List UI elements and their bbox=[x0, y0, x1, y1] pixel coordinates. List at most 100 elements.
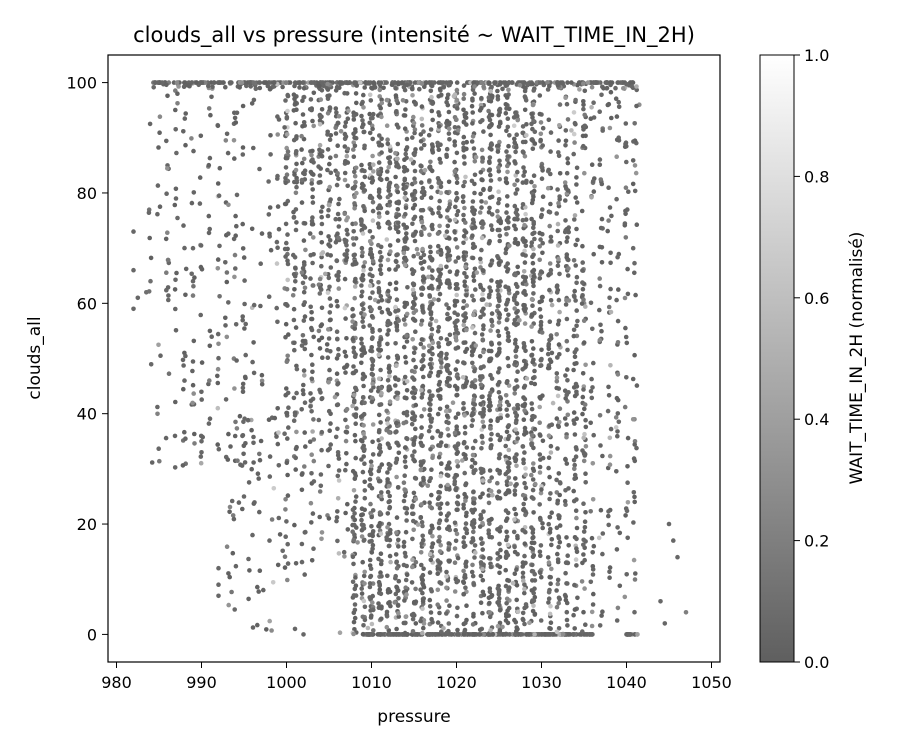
scatter-point bbox=[437, 538, 442, 544]
scatter-point bbox=[580, 560, 585, 566]
scatter-point bbox=[351, 400, 357, 405]
scatter-point bbox=[250, 359, 255, 365]
scatter-point bbox=[504, 407, 510, 413]
scatter-point bbox=[479, 433, 485, 439]
scatter-point bbox=[505, 436, 511, 442]
scatter-point bbox=[470, 110, 476, 115]
scatter-point bbox=[284, 155, 290, 161]
scatter-point bbox=[224, 334, 230, 340]
scatter-point bbox=[572, 361, 577, 367]
scatter-point bbox=[477, 354, 483, 359]
scatter-point bbox=[302, 530, 308, 535]
scatter-point bbox=[386, 155, 391, 161]
scatter-point bbox=[325, 213, 331, 219]
scatter-point bbox=[428, 557, 434, 563]
scatter-point bbox=[464, 293, 469, 298]
scatter-point bbox=[531, 553, 537, 558]
scatter-point bbox=[489, 516, 494, 522]
scatter-point bbox=[359, 253, 365, 259]
scatter-point bbox=[572, 213, 578, 218]
scatter-point bbox=[537, 244, 542, 249]
scatter-point bbox=[461, 148, 467, 153]
scatter-point bbox=[402, 374, 408, 380]
scatter-point bbox=[461, 322, 467, 328]
scatter-point bbox=[276, 515, 282, 521]
scatter-point bbox=[512, 492, 518, 497]
scatter-point bbox=[367, 283, 373, 289]
scatter-point bbox=[571, 333, 577, 339]
scatter-point bbox=[232, 386, 237, 391]
scatter-point bbox=[444, 486, 450, 492]
scatter-point bbox=[589, 609, 595, 615]
scatter-point bbox=[311, 458, 317, 464]
scatter-point bbox=[326, 207, 331, 213]
scatter-point bbox=[436, 525, 442, 531]
scatter-point bbox=[461, 183, 466, 189]
scatter-point bbox=[452, 479, 458, 484]
scatter-point bbox=[495, 149, 501, 154]
scatter-point bbox=[318, 209, 324, 214]
scatter-point bbox=[444, 229, 450, 234]
scatter-point bbox=[523, 512, 528, 518]
scatter-point bbox=[503, 264, 509, 269]
scatter-point bbox=[299, 541, 305, 547]
scatter-point bbox=[285, 436, 290, 441]
scatter-point bbox=[505, 488, 511, 493]
scatter-point bbox=[428, 397, 433, 402]
scatter-point bbox=[522, 586, 527, 592]
scatter-point bbox=[369, 514, 375, 520]
scatter-point bbox=[343, 120, 349, 125]
scatter-point bbox=[282, 246, 288, 252]
scatter-point bbox=[301, 632, 306, 637]
scatter-point bbox=[436, 324, 442, 330]
scatter-point bbox=[240, 314, 245, 319]
scatter-point bbox=[311, 334, 317, 340]
scatter-point bbox=[591, 189, 597, 194]
scatter-point bbox=[404, 333, 409, 338]
scatter-point bbox=[387, 399, 393, 405]
scatter-point bbox=[181, 386, 186, 392]
scatter-point bbox=[445, 501, 450, 506]
scatter-point bbox=[427, 322, 433, 328]
scatter-point bbox=[401, 562, 407, 568]
scatter-point bbox=[446, 179, 452, 185]
scatter-point bbox=[335, 382, 340, 387]
scatter-point bbox=[334, 84, 340, 90]
scatter-point bbox=[546, 341, 552, 347]
scatter-point bbox=[538, 214, 544, 220]
scatter-point bbox=[311, 417, 316, 422]
scatter-point bbox=[481, 129, 486, 134]
scatter-point bbox=[497, 564, 503, 570]
scatter-point bbox=[367, 162, 373, 167]
scatter-point bbox=[554, 416, 560, 421]
scatter-point bbox=[438, 353, 444, 359]
scatter-point bbox=[165, 285, 171, 290]
scatter-point bbox=[487, 160, 492, 166]
scatter-point bbox=[539, 330, 545, 335]
scatter-point bbox=[401, 164, 407, 170]
scatter-point bbox=[521, 417, 527, 423]
scatter-point bbox=[447, 269, 453, 275]
scatter-point bbox=[387, 531, 393, 536]
scatter-point bbox=[529, 240, 535, 245]
scatter-point bbox=[479, 309, 485, 314]
scatter-point bbox=[247, 568, 252, 573]
scatter-point bbox=[385, 307, 391, 313]
scatter-point bbox=[291, 214, 297, 220]
scatter-point bbox=[181, 223, 186, 228]
scatter-point bbox=[421, 374, 426, 380]
scatter-point bbox=[199, 360, 205, 365]
scatter-point bbox=[462, 114, 468, 120]
scatter-point bbox=[513, 149, 518, 155]
scatter-point bbox=[369, 366, 375, 372]
scatter-point bbox=[515, 369, 520, 375]
scatter-point bbox=[496, 303, 501, 309]
scatter-point bbox=[455, 555, 461, 561]
scatter-point bbox=[495, 480, 500, 486]
scatter-point bbox=[506, 219, 511, 225]
scatter-point bbox=[489, 142, 495, 148]
scatter-point bbox=[283, 534, 289, 539]
scatter-point bbox=[199, 397, 204, 402]
scatter-point bbox=[590, 178, 596, 184]
